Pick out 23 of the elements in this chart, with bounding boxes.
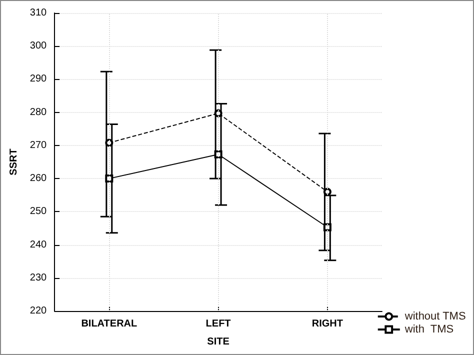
legend-label: without TMS [404, 310, 466, 322]
y-tick-label: 270 [30, 140, 48, 151]
y-tick-label: 250 [30, 206, 48, 218]
y-tick-label: 240 [30, 239, 48, 250]
legend-label: with TMS [404, 324, 454, 336]
y-tick-label: 220 [30, 306, 48, 316]
point [323, 188, 332, 196]
y-tick-label: 300 [30, 40, 48, 52]
x-tick-label: LEFT [206, 318, 231, 330]
y-axis-title: SSRT [8, 148, 20, 176]
x-axis-title: SITE [207, 336, 230, 348]
y-tick-label: 260 [30, 173, 48, 184]
point [214, 109, 222, 118]
y-tick-label: 290 [30, 74, 48, 85]
y-tick-label: 280 [30, 106, 48, 118]
y-tick-label: 230 [30, 272, 48, 284]
point [214, 150, 222, 158]
x-tick-label: BILATERAL [81, 318, 138, 330]
point [105, 138, 114, 147]
y-tick-label: 310 [30, 8, 48, 18]
point [323, 223, 332, 232]
x-tick-label: RIGHT [312, 318, 343, 330]
point [105, 174, 114, 183]
